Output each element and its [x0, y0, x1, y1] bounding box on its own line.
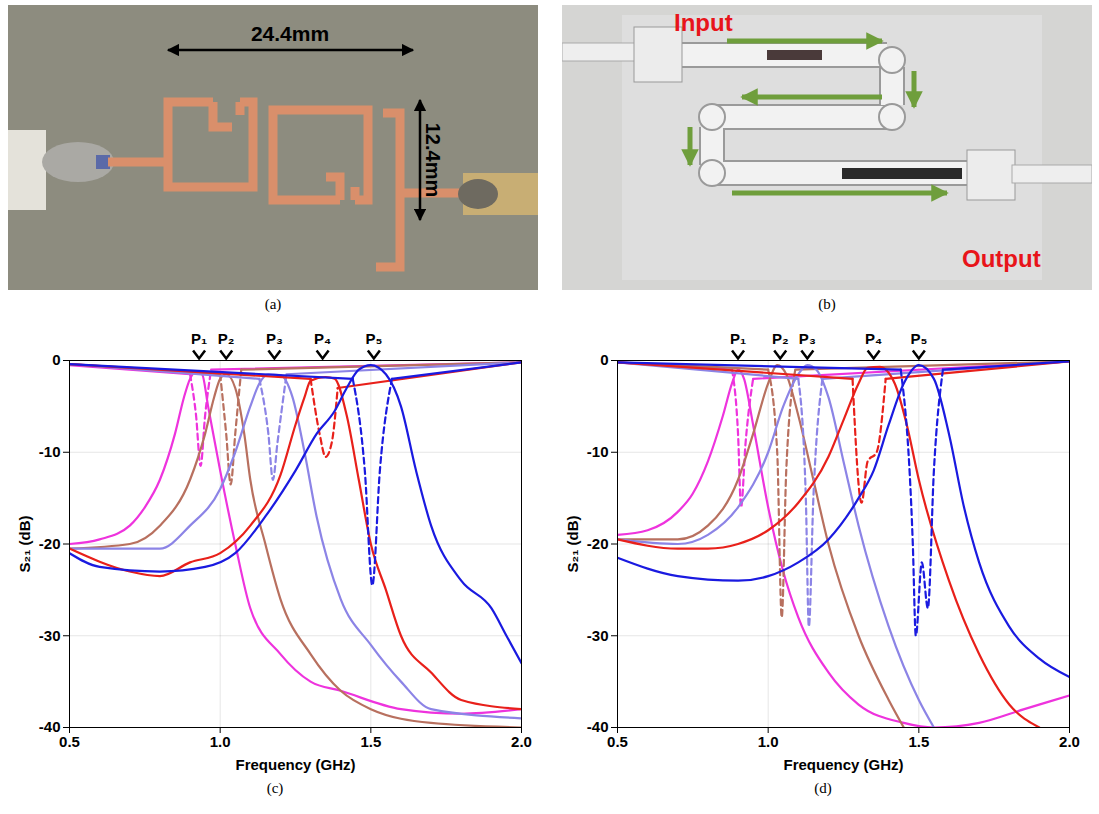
svg-text:0.5: 0.5 — [607, 733, 628, 750]
html-text:(b): (b) — [818, 296, 836, 312]
svg-text:Output: Output — [962, 245, 1041, 272]
svg-text:P₂: P₂ — [218, 330, 235, 347]
svg-text:P₁: P₁ — [730, 330, 746, 347]
svg-text:24.4mm: 24.4mm — [251, 22, 329, 45]
svg-text:P₁: P₁ — [191, 330, 207, 347]
html-text:(d): (d) — [814, 780, 832, 796]
svg-text:S₂₁ (dB): S₂₁ (dB) — [16, 515, 33, 572]
svg-text:-30: -30 — [39, 627, 61, 644]
svg-text:P₄: P₄ — [865, 330, 882, 347]
svg-text:1.5: 1.5 — [908, 733, 929, 750]
svg-text:P₅: P₅ — [910, 330, 927, 347]
svg-text:1.0: 1.0 — [210, 733, 231, 750]
svg-text:P₃: P₃ — [799, 330, 816, 347]
svg-text:1.5: 1.5 — [360, 733, 381, 750]
svg-text:P₄: P₄ — [314, 330, 331, 347]
svg-text:0: 0 — [52, 351, 60, 368]
svg-text:P₃: P₃ — [266, 330, 283, 347]
html-text:(c): (c) — [266, 780, 284, 796]
svg-text:-20: -20 — [587, 535, 609, 552]
svg-text:2.0: 2.0 — [511, 733, 532, 750]
svg-text:-10: -10 — [39, 443, 61, 460]
svg-text:P₂: P₂ — [772, 330, 789, 347]
svg-text:Frequency (GHz): Frequency (GHz) — [783, 756, 903, 773]
svg-text:-10: -10 — [587, 443, 609, 460]
svg-text:0.5: 0.5 — [59, 733, 80, 750]
svg-text:-40: -40 — [39, 718, 61, 735]
svg-text:-40: -40 — [587, 718, 609, 735]
svg-text:0: 0 — [600, 351, 608, 368]
svg-text:S₂₁ (dB): S₂₁ (dB) — [564, 515, 581, 572]
svg-text:Frequency (GHz): Frequency (GHz) — [235, 756, 355, 773]
svg-text:P₅: P₅ — [365, 330, 382, 347]
svg-text:1.0: 1.0 — [758, 733, 779, 750]
svg-text:-30: -30 — [587, 627, 609, 644]
svg-text:2.0: 2.0 — [1059, 733, 1080, 750]
svg-text:12.4mm: 12.4mm — [422, 123, 444, 198]
svg-text:-20: -20 — [39, 535, 61, 552]
svg-text:Input: Input — [674, 9, 733, 36]
html-text:(a): (a) — [264, 296, 282, 312]
